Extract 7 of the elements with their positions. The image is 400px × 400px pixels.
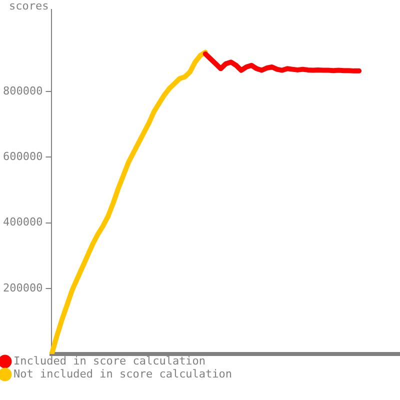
y-tick-label: 400000 bbox=[2, 216, 43, 229]
legend-label: Included in score calculation bbox=[14, 354, 206, 368]
y-tick-label: 800000 bbox=[2, 84, 43, 98]
y-axis-title: scores bbox=[8, 0, 49, 12]
y-tick-label: 200000 bbox=[2, 281, 43, 294]
y-tick-label: 600000 bbox=[2, 150, 43, 164]
legend-label: Not included in score calculation bbox=[14, 367, 232, 380]
